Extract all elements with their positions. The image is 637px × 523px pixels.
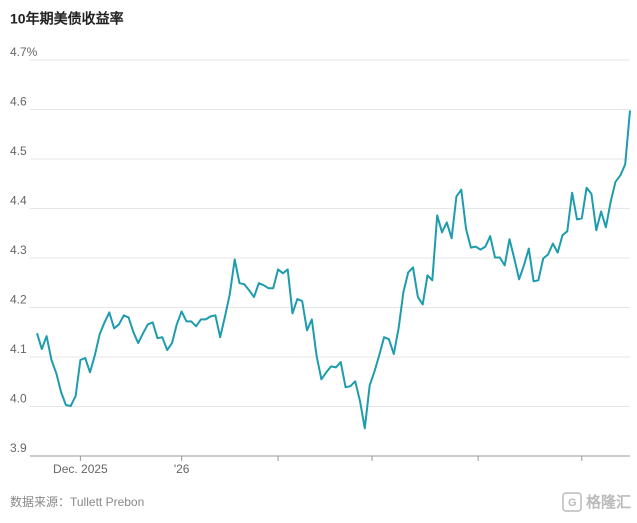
y-tick-label: 4.1: [10, 342, 27, 356]
logo-icon: [562, 492, 582, 512]
x-tick-label: Dec. 2025: [53, 462, 108, 476]
line-series: [36, 110, 631, 430]
y-tick-label: 4.6: [10, 95, 27, 109]
y-tick-label: 4.5: [10, 144, 27, 158]
chart-title: 10年期美债收益率: [10, 11, 124, 27]
watermark-logo: G 格隆汇: [562, 492, 631, 512]
y-tick-label: 4.4: [10, 194, 27, 208]
watermark: 格隆汇: [586, 493, 631, 511]
y-tick-label: 4.3: [10, 243, 27, 257]
y-tick-label: 3.9: [10, 441, 27, 455]
logo-glyph: G: [568, 497, 577, 509]
y-tick-label: 4.2: [10, 293, 27, 307]
source-note: 数据来源：Tullett Prebon: [10, 494, 144, 509]
x-tick-label: '26: [174, 462, 190, 476]
y-tick-label: 4.7%: [10, 45, 38, 59]
y-tick-label: 4.0: [10, 392, 27, 406]
